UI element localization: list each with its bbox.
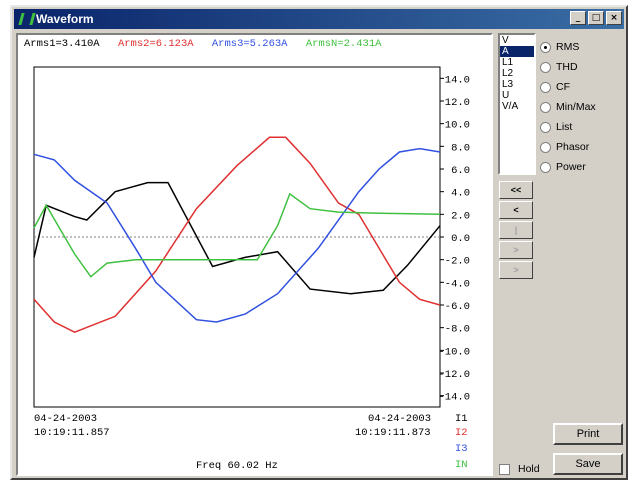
radio-icon[interactable] — [540, 141, 551, 153]
radio-icon[interactable] — [540, 61, 551, 73]
arms2-readout: Arms2=6.123A — [117, 38, 194, 50]
mode-label: THD — [556, 61, 578, 73]
mode-label: RMS — [556, 41, 580, 53]
mode-phasor[interactable]: Phasor — [540, 137, 596, 157]
close-button[interactable]: × — [606, 11, 622, 25]
y-tick-label: 2.0 — [451, 210, 470, 222]
mode-label: Phasor — [556, 141, 590, 153]
y-tick-label: 0.0 — [451, 233, 470, 245]
minimize-button[interactable]: _ — [570, 11, 586, 25]
legend-in: IN — [455, 459, 468, 471]
legend-i2: I2 — [455, 427, 468, 439]
right-time: 10:19:11.873 — [355, 427, 431, 439]
waveform-plot-panel: Arms1=3.410A Arms2=6.123A Arms3=5.263A A… — [16, 33, 493, 476]
channel-list[interactable]: V A L1 L2 L3 U V/A — [498, 33, 536, 175]
y-tick-label: 10.0 — [445, 120, 470, 132]
channel-item-l3[interactable]: L3 — [502, 79, 514, 90]
mode-cf[interactable]: CF — [540, 77, 596, 97]
legend-i3: I3 — [455, 443, 468, 455]
hold-label: Hold — [518, 463, 540, 475]
right-date: 04-24-2003 — [368, 413, 432, 425]
mode-label: Power — [556, 161, 586, 173]
y-tick-label: -12.0 — [438, 369, 470, 381]
radio-icon[interactable] — [540, 81, 551, 93]
cursor-nav-buttons: << < | > > — [499, 181, 533, 281]
maximize-button[interactable]: □ — [588, 11, 604, 25]
series-line-in — [33, 192, 441, 278]
window-title: Waveform — [36, 12, 94, 26]
y-tick-label: -4.0 — [445, 278, 470, 290]
waveform-chart[interactable]: 14.0 12.0 10.0 8.0 6.0 4.0 2.0 0.0 -2.0 -4.0 -6.0 -… — [18, 35, 491, 474]
app-icon — [18, 12, 32, 26]
radio-icon[interactable] — [540, 121, 551, 133]
channel-item-a[interactable]: A — [500, 46, 534, 57]
channel-item-l1[interactable]: L1 — [502, 57, 514, 68]
y-tick-label: -6.0 — [445, 301, 470, 313]
mode-minmax[interactable]: Min/Max — [540, 97, 596, 117]
frequency-readout: Freq 60.02 Hz — [196, 460, 278, 472]
y-tick-label: -8.0 — [445, 324, 470, 336]
hold-checkbox[interactable] — [499, 463, 510, 475]
radio-icon[interactable] — [540, 161, 551, 173]
mode-power[interactable]: Power — [540, 157, 596, 177]
mode-radio-group: RMS THD CF Min/Max List Phasor Power — [540, 37, 596, 177]
y-tick-label: 14.0 — [445, 74, 470, 86]
legend-i1: I1 — [455, 413, 468, 425]
y-tick-label: 12.0 — [445, 97, 470, 109]
mode-list[interactable]: List — [540, 117, 596, 137]
armsn-readout: ArmsN=2.431A — [305, 38, 382, 50]
y-tick-label: -2.0 — [445, 256, 470, 268]
channel-item-v[interactable]: V — [502, 35, 509, 46]
waveform-window: Waveform _ □ × Arms1=3.410A Arms2=6.123A… — [10, 5, 628, 480]
y-tick-label: 8.0 — [451, 142, 470, 154]
nav-forward-button[interactable]: > — [499, 241, 533, 259]
channel-item-va[interactable]: V/A — [502, 101, 519, 112]
nav-fast-forward-button[interactable]: > — [499, 261, 533, 279]
nav-back-button[interactable]: < — [499, 201, 533, 219]
channel-item-u[interactable]: U — [502, 90, 510, 101]
left-time: 10:19:11.857 — [34, 427, 110, 439]
mode-label: List — [556, 121, 573, 133]
nav-center-button[interactable]: | — [499, 221, 533, 239]
save-button[interactable]: Save — [553, 453, 623, 475]
y-tick-label: 4.0 — [451, 188, 470, 200]
y-tick-label: -14.0 — [438, 392, 470, 404]
mode-label: CF — [556, 81, 570, 93]
rms-readouts: Arms1=3.410A Arms2=6.123A Arms3=5.263A A… — [24, 38, 393, 50]
title-bar[interactable]: Waveform _ □ × — [14, 9, 624, 29]
channel-item-l2[interactable]: L2 — [502, 68, 514, 79]
mode-thd[interactable]: THD — [540, 57, 596, 77]
series-line-i2 — [33, 136, 441, 334]
mode-label: Min/Max — [556, 101, 596, 113]
y-tick-label: 6.0 — [451, 165, 470, 177]
y-tick-label: -10.0 — [438, 346, 470, 358]
nav-fast-back-button[interactable]: << — [499, 181, 533, 199]
mode-rms[interactable]: RMS — [540, 37, 596, 57]
print-button[interactable]: Print — [553, 423, 623, 445]
radio-icon[interactable] — [540, 101, 551, 113]
left-date: 04-24-2003 — [34, 413, 98, 425]
series-line-i1 — [33, 181, 441, 295]
radio-icon[interactable] — [540, 41, 551, 53]
series-line-i3 — [33, 147, 441, 323]
hold-control[interactable]: Hold — [499, 463, 540, 475]
arms3-readout: Arms3=5.263A — [211, 38, 288, 50]
arms1-readout: Arms1=3.410A — [24, 38, 100, 50]
